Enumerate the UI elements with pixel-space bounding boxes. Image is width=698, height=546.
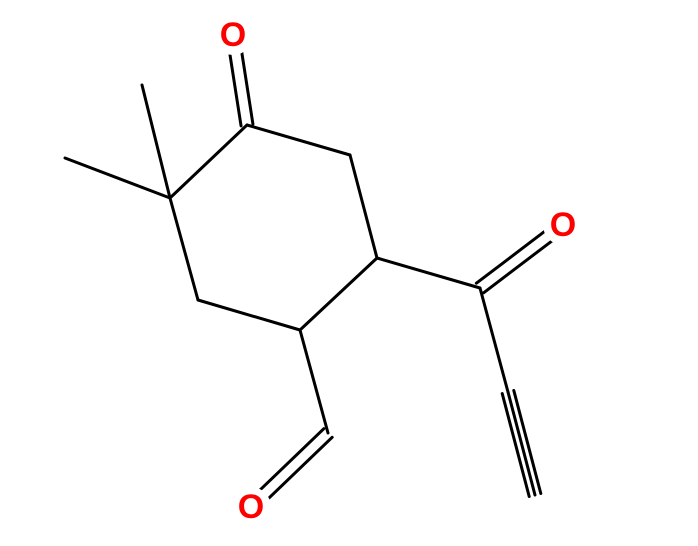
atom-label-o: O — [220, 16, 246, 54]
atom-label-o: O — [238, 488, 264, 526]
molecule-diagram: O O O — [0, 0, 698, 546]
atom-label-o: O — [550, 206, 576, 244]
